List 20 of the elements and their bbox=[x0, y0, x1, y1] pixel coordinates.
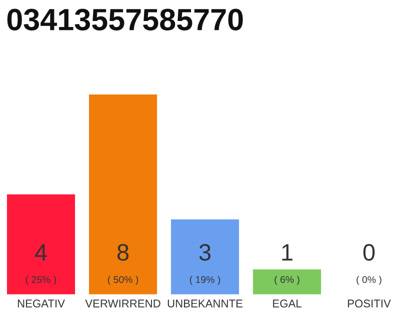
data-label: 0 bbox=[363, 244, 375, 261]
annotation: ( 6% ) bbox=[274, 276, 300, 285]
x-tick-label: NEGATIV bbox=[18, 300, 65, 308]
annotation: ( 25% ) bbox=[26, 276, 56, 285]
x-tick-label: UNBEKANNTE bbox=[168, 300, 242, 308]
bar bbox=[170, 219, 240, 294]
x-tick-label: VERWIRREND bbox=[85, 300, 160, 308]
annotation: ( 19% ) bbox=[190, 276, 220, 285]
data-label: 3 bbox=[199, 244, 211, 261]
data-label: 8 bbox=[117, 244, 129, 261]
chart-title: 03413557585770 bbox=[7, 8, 243, 30]
bar bbox=[88, 94, 158, 294]
data-label: 4 bbox=[34, 244, 47, 261]
annotation: ( 0% ) bbox=[356, 276, 382, 285]
bar bbox=[6, 194, 76, 294]
annotation: ( 50% ) bbox=[108, 276, 138, 285]
data-label: 1 bbox=[282, 244, 292, 261]
bar bbox=[252, 269, 322, 294]
x-tick-label: POSITIV bbox=[348, 300, 391, 308]
x-tick-label: EGAL bbox=[273, 300, 302, 308]
